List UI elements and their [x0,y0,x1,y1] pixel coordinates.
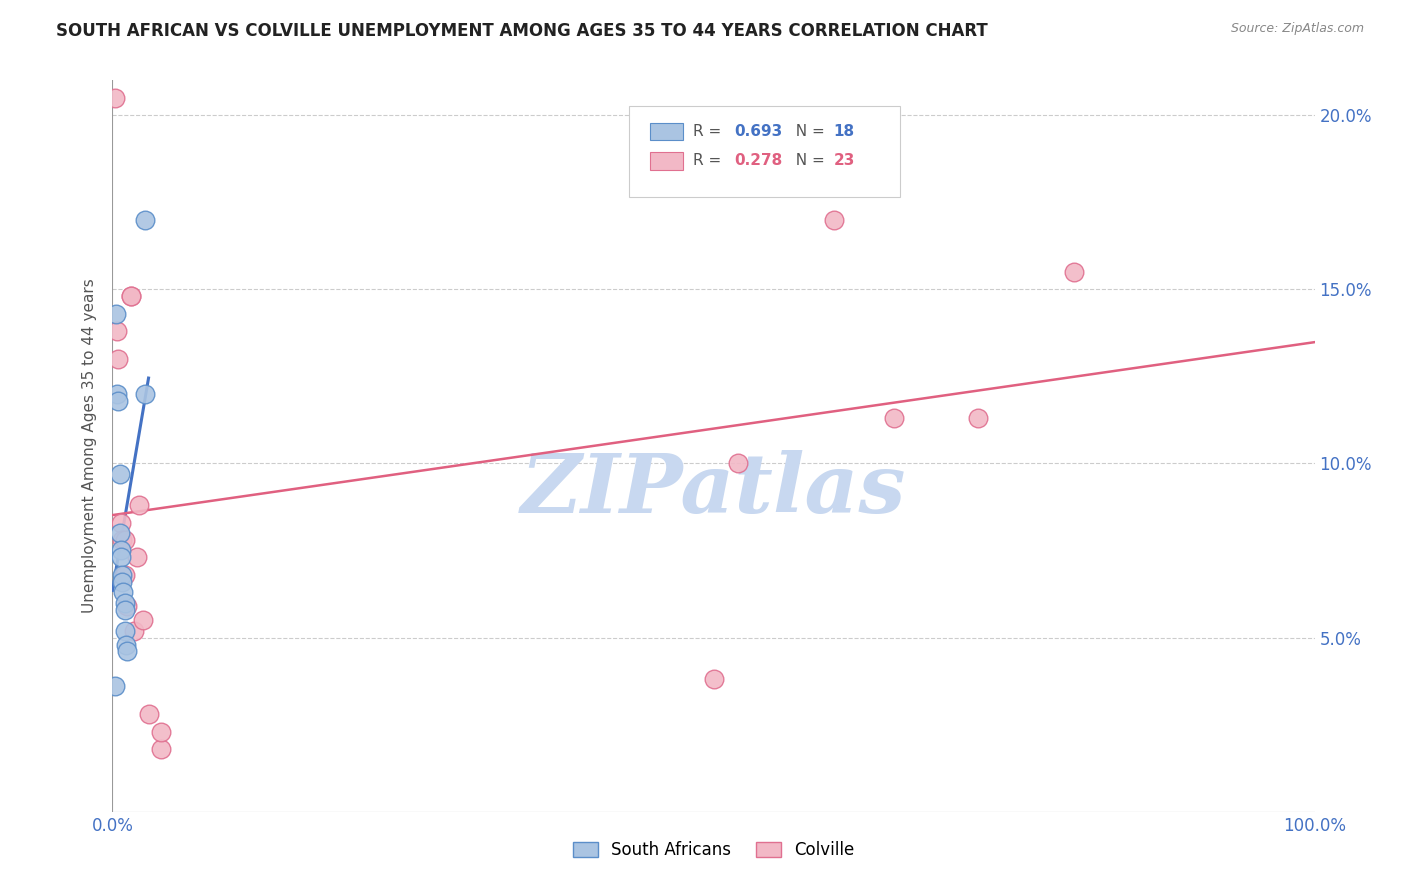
Point [120,289,142,303]
Point [114,533,136,547]
Point [149,724,172,739]
Text: R =: R = [693,153,727,169]
Point [114,596,136,610]
Text: 0.278: 0.278 [734,153,782,169]
Point [122,624,145,638]
Point [149,742,172,756]
Point [112,585,135,599]
Text: 18: 18 [834,124,855,139]
Point [131,613,153,627]
Point [107,393,129,408]
Legend: South Africans, Colville: South Africans, Colville [567,834,860,865]
Point [883,411,905,425]
Point [115,599,138,614]
Point [107,351,129,366]
Point [104,679,127,693]
Point [105,386,128,401]
Text: 23: 23 [834,153,855,169]
Point [110,543,132,558]
Point [110,516,132,530]
Point [110,550,132,565]
Point [702,673,725,687]
Text: ZIPatlas: ZIPatlas [520,450,907,530]
Point [114,567,136,582]
Point [111,533,134,547]
Point [120,289,142,303]
Text: Source: ZipAtlas.com: Source: ZipAtlas.com [1230,22,1364,36]
Point [727,457,749,471]
Y-axis label: Unemployment Among Ages 35 to 44 years: Unemployment Among Ages 35 to 44 years [82,278,97,614]
Bar [650,152,683,169]
Point [105,307,128,321]
Point [108,467,131,481]
Point [128,498,150,512]
Point [114,638,136,652]
Point [115,644,138,658]
Text: 0.693: 0.693 [734,124,782,139]
Point [134,212,156,227]
Text: R =: R = [693,124,727,139]
Point [823,212,845,227]
Point [105,324,128,338]
FancyBboxPatch shape [630,106,900,197]
Point [138,707,160,722]
Point [104,91,127,105]
Bar [650,123,683,140]
Text: N =: N = [786,153,830,169]
Point [1063,265,1085,279]
Point [967,411,990,425]
Text: N =: N = [786,124,830,139]
Point [111,574,134,589]
Point [134,386,156,401]
Point [108,526,131,541]
Text: SOUTH AFRICAN VS COLVILLE UNEMPLOYMENT AMONG AGES 35 TO 44 YEARS CORRELATION CHA: SOUTH AFRICAN VS COLVILLE UNEMPLOYMENT A… [56,22,988,40]
Point [111,567,134,582]
Point [114,603,136,617]
Point [114,624,136,638]
Point [125,550,148,565]
